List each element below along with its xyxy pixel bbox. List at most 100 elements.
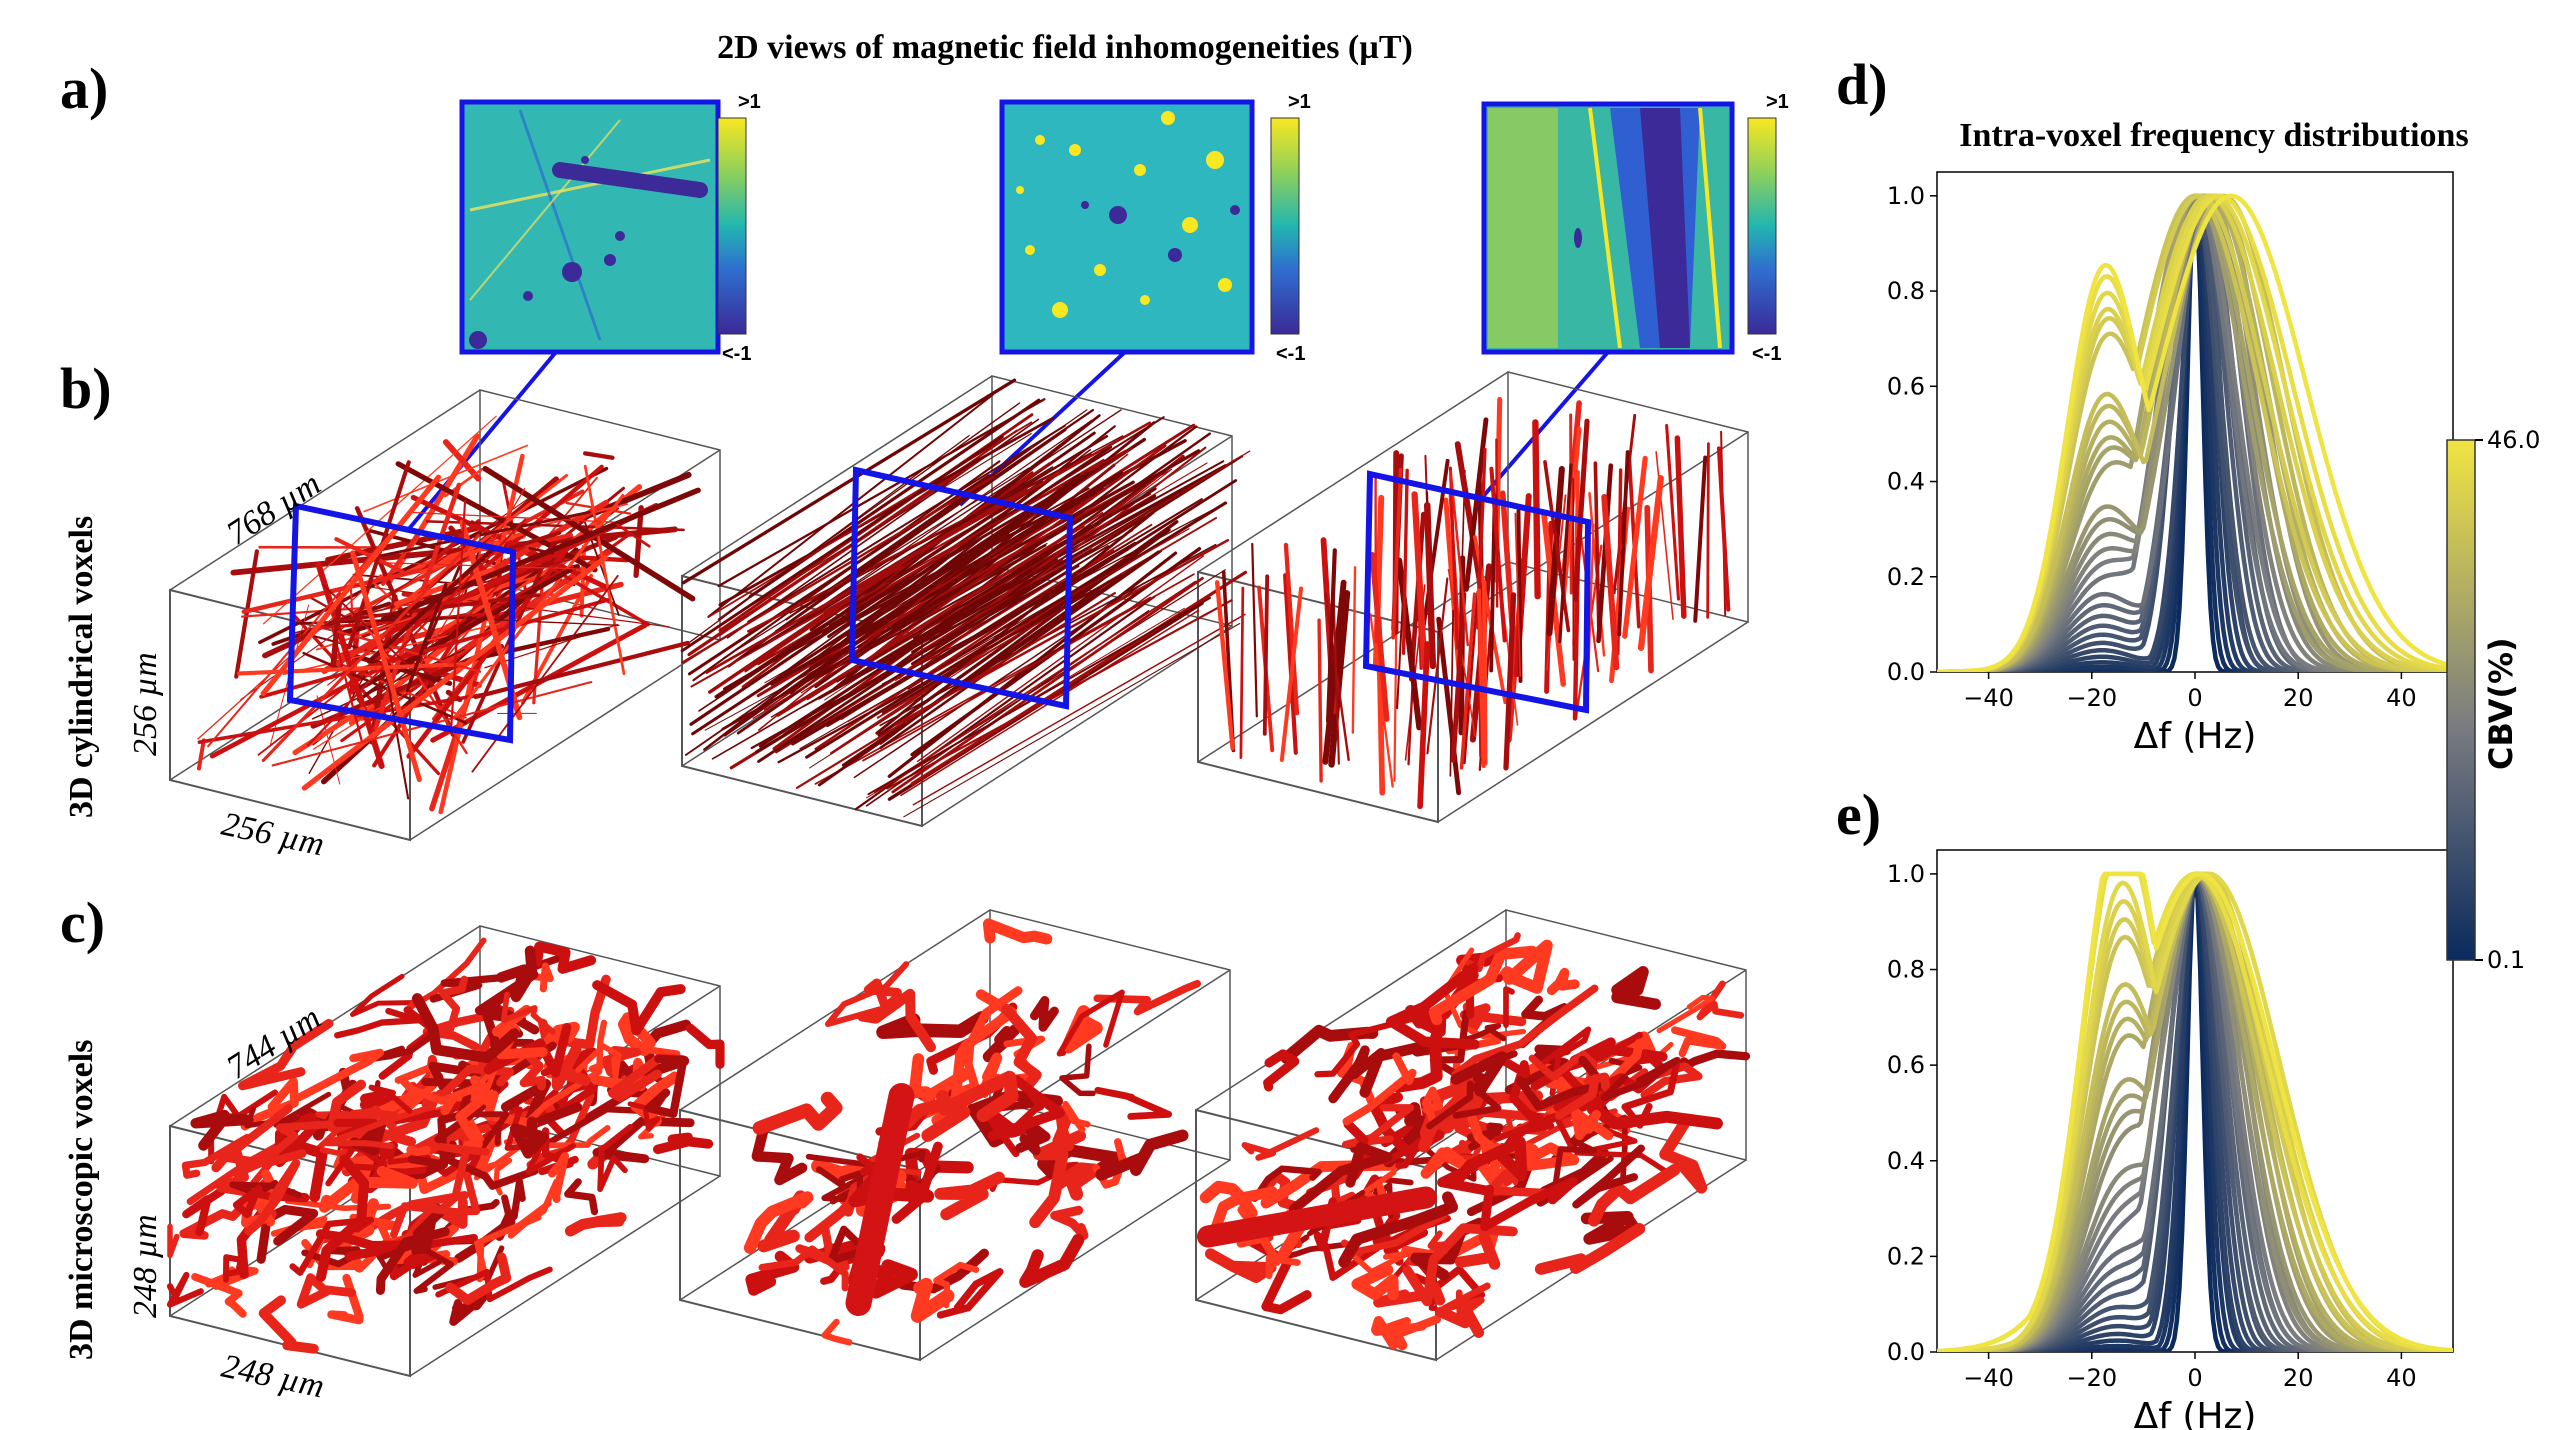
microvessel <box>1263 1049 1300 1092</box>
vessel <box>366 547 495 664</box>
microvessel <box>181 1133 251 1179</box>
vessel <box>1665 424 1681 601</box>
microvessel <box>1199 1180 1258 1219</box>
microvessel <box>821 1318 853 1346</box>
microvessel <box>324 1105 431 1149</box>
vessel <box>910 570 1248 786</box>
vessel <box>912 613 1246 806</box>
vessel <box>777 573 1124 764</box>
microvessel <box>743 1191 814 1254</box>
vessel <box>687 457 982 657</box>
vessel <box>916 555 1205 762</box>
microvessel <box>685 1023 725 1069</box>
vessel <box>1317 618 1323 783</box>
microvessel <box>244 1158 301 1236</box>
y-tick-label: 0.2 <box>1887 1242 1925 1270</box>
microvessel <box>436 1142 490 1215</box>
panel-e-letter: e) <box>1836 782 1881 847</box>
microvessel <box>1426 1080 1502 1130</box>
microvessel <box>211 1141 257 1198</box>
vessel <box>1332 597 1340 765</box>
microvessel <box>377 1241 455 1294</box>
x-tick-label: −20 <box>2066 684 2117 712</box>
vessel <box>841 550 1161 767</box>
vessel <box>1401 468 1409 655</box>
vessel <box>292 706 366 756</box>
vessel <box>809 470 1123 666</box>
vessel <box>681 378 1017 585</box>
microvessel <box>1454 1231 1501 1270</box>
vessel <box>884 460 1225 649</box>
vessel <box>448 575 509 635</box>
vessel <box>717 402 1021 621</box>
microvessel <box>1385 962 1480 1050</box>
microvessel <box>1428 945 1538 1026</box>
microvessel <box>1314 1014 1423 1078</box>
vessel <box>330 592 343 669</box>
microvessel <box>295 1048 385 1102</box>
vessel <box>698 509 1001 712</box>
microvessel <box>1001 1003 1042 1092</box>
microvessel <box>435 1266 553 1303</box>
right-title: Intra-voxel frequency distributions <box>1959 117 2468 154</box>
vessel <box>1448 466 1459 650</box>
microvessel <box>950 989 1017 1107</box>
microvessel <box>166 1271 204 1308</box>
microvessel <box>876 1010 989 1040</box>
microvessel <box>815 1166 864 1196</box>
microvessel <box>256 1204 319 1264</box>
vessel <box>1325 548 1337 724</box>
microvessel <box>500 991 556 1035</box>
microvessel <box>597 1123 634 1193</box>
vessel <box>508 530 562 551</box>
vessel <box>1481 579 1488 766</box>
microvessel <box>1463 1023 1507 1042</box>
vessel <box>680 435 1004 653</box>
vessel <box>801 529 1134 708</box>
microvessel <box>1062 1100 1091 1133</box>
vessel <box>867 596 1212 796</box>
vessel <box>760 487 1090 670</box>
chart-d: −40 −20 0 20 40 0.0 0.2 0.4 0.6 0.8 1.0 Δf (Hz) <box>1887 171 2454 757</box>
microvessel <box>1435 1300 1485 1338</box>
curves <box>1937 871 2453 1352</box>
field-colorbar-1: >1 <-1 <box>717 91 761 365</box>
microvessel <box>1534 1222 1646 1275</box>
microvessel <box>496 945 538 1003</box>
large-vessel <box>1197 1186 1437 1248</box>
series-line-30 <box>1937 193 2453 672</box>
x-tick-label: −40 <box>1963 1364 2014 1392</box>
connector-line-3 <box>1478 350 1610 502</box>
cbv-colorbar-label: CBV(%) <box>2482 637 2520 770</box>
microvessel <box>1574 1126 1668 1174</box>
microvessel <box>1421 1086 1444 1126</box>
microvessel <box>1373 1281 1446 1308</box>
microvessel <box>327 1273 364 1325</box>
microvessel <box>232 1184 281 1218</box>
vessel <box>1262 574 1270 736</box>
vessel <box>711 558 1058 760</box>
microvessel <box>315 1229 416 1261</box>
x-tick-label: 0 <box>2187 1364 2202 1392</box>
microvessel <box>1056 989 1125 1057</box>
microvessel <box>1420 1146 1472 1179</box>
microvessel <box>517 1019 608 1132</box>
microvessel <box>438 975 468 1034</box>
microvessel <box>987 1075 1065 1141</box>
x-tick-label: −20 <box>2066 1364 2117 1392</box>
vessel <box>1463 417 1489 592</box>
chart-e: −40 −20 0 20 40 0.0 0.2 0.4 0.6 0.8 1.0 Δf (Hz) <box>1887 849 2454 1430</box>
microvessel <box>1050 1205 1089 1240</box>
x-tick-label: 40 <box>2386 1364 2417 1392</box>
vessel <box>817 515 1146 700</box>
vessel <box>406 543 572 759</box>
vessel <box>717 398 1046 588</box>
row-c-label: 3D microscopic voxels <box>63 1040 100 1360</box>
y-tick-label: 0.6 <box>1887 372 1925 400</box>
microvessel <box>1587 1164 1681 1227</box>
vessel <box>875 510 1156 735</box>
microvessel <box>1095 1129 1189 1181</box>
microvessel <box>222 1254 244 1283</box>
microvessel <box>1451 984 1599 1079</box>
microvessel <box>240 1077 299 1131</box>
